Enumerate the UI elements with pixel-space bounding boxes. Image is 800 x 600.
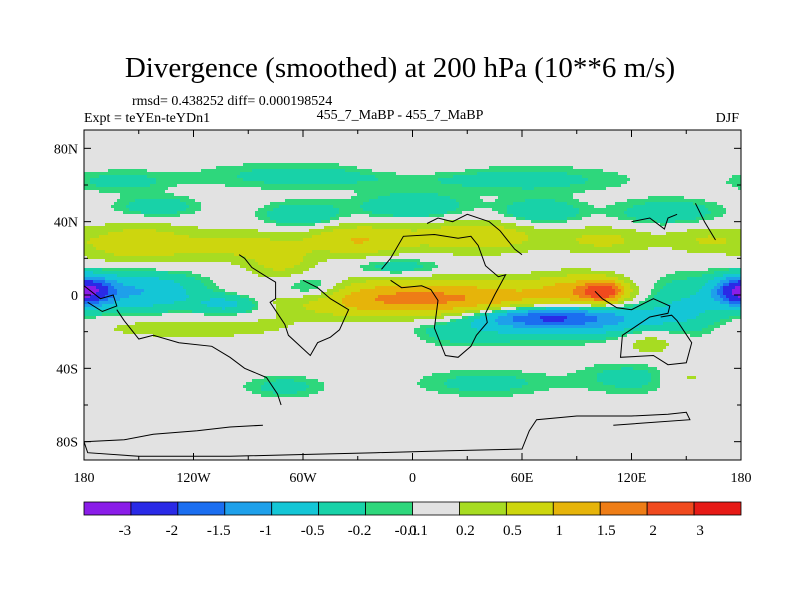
coastline-segment [238, 254, 267, 278]
right-subtitle: DJF [715, 111, 739, 126]
stats-text: rmsd= 0.438252 diff= 0.000198524 [132, 94, 333, 109]
colorbar-box [318, 501, 366, 516]
x-axis: 180 120W 60W 0 60E 120E 180 [74, 130, 752, 486]
coastline-segment [266, 276, 350, 357]
colorbar-box [552, 501, 601, 516]
y-axis: 80N 40N 0 40S 80S [54, 142, 741, 451]
coastline-segment [631, 213, 678, 230]
colorbar-box [693, 501, 742, 516]
x-tick-label: 60W [289, 471, 317, 486]
colorbar-box [177, 501, 226, 516]
x-tick-label: 180 [731, 471, 752, 486]
colorbar-label: -1.5 [207, 523, 231, 539]
colorbar-box [130, 501, 179, 516]
left-subtitle: Expt = teYEn-teYDn1 [84, 111, 211, 126]
colorbar-label: -0.2 [348, 523, 372, 539]
x-tick-label: 0 [409, 471, 416, 486]
colorbar-label: 0.2 [456, 523, 475, 539]
colorbar-box [83, 501, 132, 516]
colorbar-box [224, 501, 273, 516]
coastline-segment [116, 309, 282, 406]
coastline-segment [694, 203, 716, 241]
colorbar-box [365, 501, 413, 516]
coastline-segment [381, 233, 507, 358]
colorbar-label: 1.5 [597, 523, 616, 539]
colorbar-label: -1 [259, 523, 272, 539]
coastline-segment [84, 285, 118, 313]
y-tick-label: 0 [71, 289, 78, 304]
colorbar-label: 3 [696, 523, 704, 539]
y-tick-label: 40N [54, 216, 78, 231]
colorbar-box [271, 501, 320, 516]
colorbar-label: -0.1 [395, 523, 419, 539]
colorbar-box [459, 501, 507, 516]
colorbar-label: 0.1 [409, 523, 428, 539]
center-subtitle: 455_7_MaBP - 455_7_MaBP [316, 108, 484, 123]
colorbar-box [646, 501, 695, 516]
x-tick-label: 120W [176, 471, 211, 486]
y-tick-label: 80S [56, 436, 78, 451]
x-tick-label: 60E [511, 471, 534, 486]
x-tick-label: 120E [617, 471, 647, 486]
y-tick-label: 80N [54, 142, 78, 157]
colorbar-label: 0.5 [503, 523, 522, 539]
x-tick-label: 180 [74, 471, 95, 486]
chart-title: Divergence (smoothed) at 200 hPa (10**6 … [124, 52, 676, 84]
coastline-segment [426, 213, 523, 256]
y-tick-label: 40S [56, 362, 78, 377]
colorbar-box [599, 501, 648, 516]
colorbar-label: -2 [166, 523, 179, 539]
colorbar: -3 -2 -1.5 -1 -0.5 -0.2 -0.10.1 0.2 0.5 1 1.5 2 3 [83, 501, 742, 539]
colorbar-box [505, 501, 554, 516]
coastlines [84, 203, 716, 457]
coastline-segment [594, 290, 693, 366]
colorbar-label: 2 [649, 523, 657, 539]
colorbar-box [412, 501, 460, 516]
colorbar-label: -3 [119, 523, 132, 539]
coastline-segment [84, 411, 691, 457]
divergence-field [84, 130, 741, 460]
colorbar-label: -0.5 [301, 523, 325, 539]
colorbar-label: 1 [556, 523, 564, 539]
